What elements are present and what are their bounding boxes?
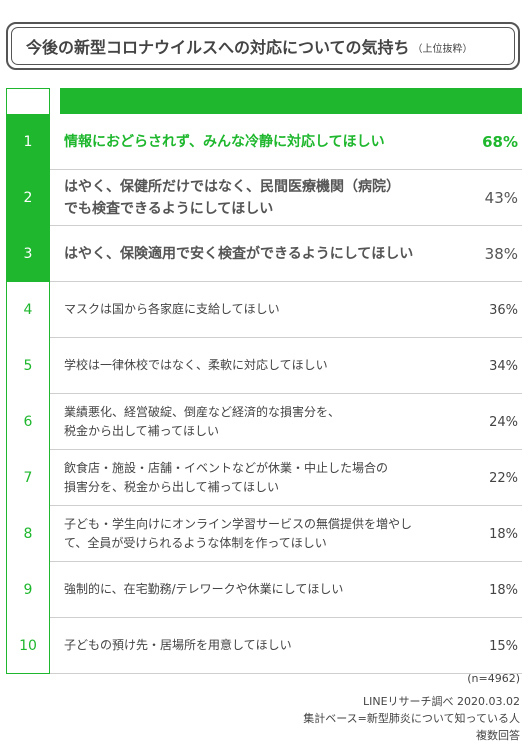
row-label: 強制的に、在宅勤務/テレワークや休業にしてほしい bbox=[64, 582, 344, 597]
rank-number: 9 bbox=[6, 562, 50, 618]
rank-number: 5 bbox=[6, 338, 50, 394]
table-row: 10 子どもの預け先・居場所を用意してほしい 15% bbox=[6, 618, 522, 674]
row-percentage: 18% bbox=[489, 526, 518, 542]
answer-type-note: 複数回答 bbox=[476, 729, 520, 742]
table-row: 1 情報におどらされず、みんな冷静に対応してほしい 68% bbox=[6, 114, 522, 170]
table-row: 8 子ども・学生向けにオンライン学習サービスの無償提供を増やし て、全員が受けられ… bbox=[6, 506, 522, 562]
table-row: 2 はやく、保健所だけではなく、民間医療機関（病院） でも検査できるようにしてほし… bbox=[6, 170, 522, 226]
sample-size: (n=4962) bbox=[467, 672, 520, 685]
row-label-cell: 学校は一律休校ではなく、柔軟に対応してほしい bbox=[64, 338, 454, 394]
rank-column-header bbox=[6, 88, 50, 114]
table-row: 7 飲食店・施設・店舗・イベントなどが休業・中止した場合の 損害分を、税金から出し… bbox=[6, 450, 522, 506]
row-label-cell: はやく、保険適用で安く検査ができるようにしてほしい bbox=[64, 226, 454, 282]
row-percentage: 22% bbox=[489, 470, 518, 486]
row-label-cell: 情報におどらされず、みんな冷静に対応してほしい bbox=[64, 114, 454, 170]
rank-number: 1 bbox=[6, 114, 50, 170]
chart-subtitle: （上位抜粋） bbox=[412, 44, 473, 55]
source-note: LINEリサーチ調べ 2020.03.02 bbox=[362, 695, 520, 708]
row-label-cell: はやく、保健所だけではなく、民間医療機関（病院） でも検査できるようにしてほしい bbox=[64, 170, 454, 226]
table-row: 4 マスクは国から各家庭に支給してほしい 36% bbox=[6, 282, 522, 338]
row-label: 飲食店・施設・店舗・イベントなどが休業・中止した場合の 損害分を、税金から出して… bbox=[64, 460, 389, 494]
table-header-bar bbox=[60, 88, 522, 114]
rank-number: 4 bbox=[6, 282, 50, 338]
row-label: 業績悪化、経営破綻、倒産など経済的な損害分を、 税金から出して補ってほしい bbox=[64, 404, 341, 438]
row-label-cell: 飲食店・施設・店舗・イベントなどが休業・中止した場合の 損害分を、税金から出して… bbox=[64, 450, 454, 506]
row-label-cell: 子ども・学生向けにオンライン学習サービスの無償提供を増やし て、全員が受けられる… bbox=[64, 506, 454, 562]
row-label: はやく、保険適用で安く検査ができるようにしてほしい bbox=[64, 245, 414, 262]
title-box: 今後の新型コロナウイルスへの対応についての気持ち （上位抜粋） bbox=[6, 22, 520, 70]
ranking-table: 1 情報におどらされず、みんな冷静に対応してほしい 68% 2 はやく、保健所だけではな… bbox=[6, 114, 522, 674]
base-note: 集計ベース=新型肺炎について知っている人 bbox=[303, 712, 520, 725]
row-percentage: 15% bbox=[489, 638, 518, 654]
rank-number: 2 bbox=[6, 170, 50, 226]
row-percentage: 68% bbox=[482, 133, 518, 151]
table-row: 9 強制的に、在宅勤務/テレワークや休業にしてほしい 18% bbox=[6, 562, 522, 618]
row-percentage: 43% bbox=[484, 189, 518, 207]
title-inner: 今後の新型コロナウイルスへの対応についての気持ち （上位抜粋） bbox=[11, 27, 515, 65]
row-label: マスクは国から各家庭に支給してほしい bbox=[64, 302, 280, 317]
row-label: 子どもの預け先・居場所を用意してほしい bbox=[64, 638, 292, 653]
row-percentage: 18% bbox=[489, 582, 518, 598]
rank-number: 10 bbox=[6, 618, 50, 674]
row-label-cell: 業績悪化、経営破綻、倒産など経済的な損害分を、 税金から出して補ってほしい bbox=[64, 394, 454, 450]
rank-number: 6 bbox=[6, 394, 50, 450]
table-row: 3 はやく、保険適用で安く検査ができるようにしてほしい 38% bbox=[6, 226, 522, 282]
table-row: 5 学校は一律休校ではなく、柔軟に対応してほしい 34% bbox=[6, 338, 522, 394]
table-row: 6 業績悪化、経営破綻、倒産など経済的な損害分を、 税金から出して補ってほしい 24… bbox=[6, 394, 522, 450]
row-percentage: 36% bbox=[489, 302, 518, 318]
row-label-cell: 強制的に、在宅勤務/テレワークや休業にしてほしい bbox=[64, 562, 454, 618]
row-percentage: 24% bbox=[489, 414, 518, 430]
row-percentage: 34% bbox=[489, 358, 518, 374]
row-label: はやく、保健所だけではなく、民間医療機関（病院） でも検査できるようにしてほしい bbox=[64, 178, 400, 217]
row-label: 子ども・学生向けにオンライン学習サービスの無償提供を増やし て、全員が受けられる… bbox=[64, 516, 413, 550]
rank-number: 3 bbox=[6, 226, 50, 282]
row-label-cell: 子どもの預け先・居場所を用意してほしい bbox=[64, 618, 454, 674]
footer: (n=4962) LINEリサーチ調べ 2020.03.02 集計ベース=新型肺… bbox=[303, 670, 520, 744]
row-label: 情報におどらされず、みんな冷静に対応してほしい bbox=[64, 133, 385, 150]
rank-number: 8 bbox=[6, 506, 50, 562]
rank-number: 7 bbox=[6, 450, 50, 506]
row-label: 学校は一律休校ではなく、柔軟に対応してほしい bbox=[64, 358, 328, 373]
row-label-cell: マスクは国から各家庭に支給してほしい bbox=[64, 282, 454, 338]
row-percentage: 38% bbox=[484, 245, 518, 263]
chart-title: 今後の新型コロナウイルスへの対応についての気持ち bbox=[26, 38, 410, 57]
